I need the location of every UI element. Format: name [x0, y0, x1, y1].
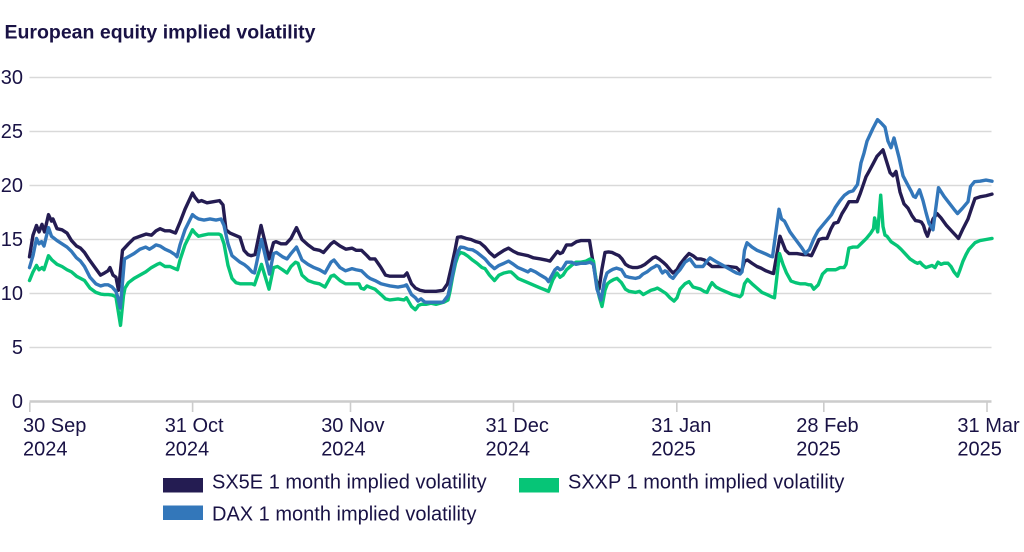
svg-text:2025: 2025 — [651, 439, 696, 461]
svg-text:15: 15 — [1, 229, 23, 251]
svg-text:2024: 2024 — [321, 439, 366, 461]
svg-text:5: 5 — [12, 337, 23, 359]
svg-text:SX5E 1 month implied volatilit: SX5E 1 month implied volatility — [212, 472, 487, 494]
svg-text:31 Oct: 31 Oct — [165, 415, 224, 437]
svg-text:25: 25 — [1, 121, 23, 143]
svg-text:0: 0 — [12, 391, 23, 413]
svg-text:28 Feb: 28 Feb — [796, 415, 858, 437]
svg-text:DAX 1 month implied volatility: DAX 1 month implied volatility — [212, 504, 477, 526]
svg-text:2024: 2024 — [486, 439, 531, 461]
svg-text:30 Nov: 30 Nov — [321, 415, 384, 437]
svg-text:30 Sep: 30 Sep — [23, 415, 86, 437]
svg-text:2024: 2024 — [23, 439, 68, 461]
svg-text:30: 30 — [1, 67, 23, 89]
svg-text:31 Jan: 31 Jan — [651, 415, 711, 437]
svg-text:10: 10 — [1, 283, 23, 305]
svg-text:31 Dec: 31 Dec — [486, 415, 549, 437]
svg-text:European equity implied volati: European equity implied volatility — [5, 22, 316, 44]
svg-text:31 Mar: 31 Mar — [957, 415, 1020, 437]
svg-text:SXXP 1 month implied volatilit: SXXP 1 month implied volatility — [568, 472, 844, 494]
svg-text:2025: 2025 — [957, 439, 1002, 461]
svg-text:2025: 2025 — [796, 439, 841, 461]
svg-text:20: 20 — [1, 175, 23, 197]
svg-text:2024: 2024 — [165, 439, 210, 461]
